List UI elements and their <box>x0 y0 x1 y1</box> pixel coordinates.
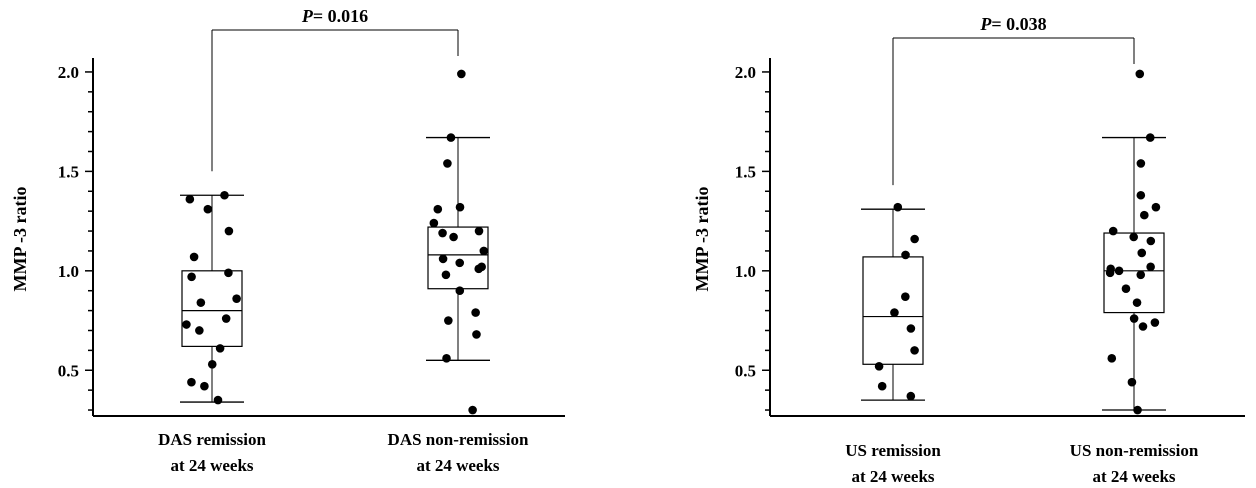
data-point <box>1145 133 1155 142</box>
y-tick-label: 1.0 <box>58 262 79 281</box>
data-point <box>449 232 458 242</box>
data-point <box>1136 190 1146 200</box>
data-point <box>443 159 452 168</box>
data-point <box>1133 405 1142 415</box>
data-point <box>1107 354 1117 363</box>
data-point <box>901 250 910 260</box>
data-point <box>1127 377 1137 387</box>
data-point <box>444 316 453 325</box>
data-point <box>910 346 919 355</box>
y-tick-label: 2.0 <box>58 63 79 82</box>
category-label-line1: DAS remission <box>158 430 266 449</box>
data-point <box>874 361 884 371</box>
p-symbol: P <box>301 6 314 26</box>
y-tick-label: 1.0 <box>735 262 756 281</box>
data-point <box>1129 232 1139 242</box>
data-point <box>185 194 195 204</box>
data-point <box>441 270 451 280</box>
data-point <box>195 326 204 335</box>
data-point <box>446 133 456 142</box>
category-label-line1: DAS non-remission <box>388 430 529 449</box>
data-point <box>220 190 229 200</box>
category-label-line1: US remission <box>845 441 941 460</box>
data-point <box>1136 270 1146 280</box>
data-point <box>221 314 231 323</box>
data-point <box>471 308 480 317</box>
y-tick-label: 0.5 <box>58 361 79 380</box>
data-point <box>213 395 223 405</box>
data-point <box>455 202 465 212</box>
y-tick-label: 0.5 <box>735 361 756 380</box>
data-point <box>474 226 484 236</box>
data-point <box>1136 159 1146 168</box>
data-point <box>1146 262 1155 272</box>
left-boxplot-panel: 0.5 1.0 1.5 2.0 MMP -3 ratio DAS remission at … <box>10 6 565 475</box>
data-point <box>906 324 916 333</box>
y-axis-label: MMP -3 ratio <box>692 187 712 292</box>
data-point <box>1132 298 1142 307</box>
data-point <box>1139 210 1149 220</box>
data-point <box>910 234 919 244</box>
data-point <box>1138 322 1148 331</box>
data-point <box>1146 236 1156 246</box>
data-point <box>429 218 439 228</box>
y-tick-label: 2.0 <box>735 63 756 82</box>
interquartile-box <box>427 226 489 290</box>
category-label-line2: at 24 weeks <box>416 456 499 475</box>
data-point <box>468 405 477 415</box>
data-point <box>1108 226 1118 236</box>
data-point <box>232 294 241 303</box>
data-point <box>189 252 199 262</box>
interquartile-box <box>181 270 243 347</box>
p-value-label: P= 0.038 <box>979 14 1046 34</box>
data-point <box>472 330 481 339</box>
data-point <box>901 292 910 301</box>
data-point <box>224 268 233 278</box>
data-point <box>893 202 903 212</box>
data-point <box>479 246 489 256</box>
y-tick-label: 1.5 <box>735 162 756 181</box>
right-boxplot-panel: 0.5 1.0 1.5 2.0 MMP -3 ratio US remission at 2… <box>692 14 1245 486</box>
data-point <box>438 228 447 238</box>
data-point <box>1105 268 1115 278</box>
data-point <box>1137 248 1147 258</box>
p-value: = 0.038 <box>991 14 1046 34</box>
category-label-line1: US non-remission <box>1070 441 1199 460</box>
p-value-label: P= 0.016 <box>301 6 368 26</box>
data-point <box>182 320 191 329</box>
data-point <box>890 308 899 317</box>
data-point <box>457 69 466 79</box>
data-point <box>1151 202 1161 212</box>
data-point <box>215 344 225 353</box>
data-point <box>200 381 209 391</box>
data-point <box>187 272 196 282</box>
category-label-line2: at 24 weeks <box>851 467 934 486</box>
data-point <box>433 204 443 214</box>
data-point <box>455 258 465 268</box>
data-point <box>1129 314 1139 323</box>
data-point <box>1150 318 1160 327</box>
data-point <box>1114 266 1124 276</box>
data-point <box>203 204 213 214</box>
data-point <box>906 391 916 401</box>
data-point <box>442 354 451 363</box>
data-point <box>438 254 448 264</box>
data-point <box>455 286 465 296</box>
data-point <box>1135 69 1145 79</box>
p-symbol: P <box>979 14 992 34</box>
y-axis-label: MMP -3 ratio <box>10 187 30 292</box>
category-label-line2: at 24 weeks <box>1092 467 1175 486</box>
data-point <box>187 377 196 387</box>
category-label-line2: at 24 weeks <box>170 456 253 475</box>
data-point <box>877 381 887 391</box>
data-point <box>207 359 217 369</box>
p-value: = 0.016 <box>313 6 368 26</box>
data-point <box>474 264 484 274</box>
data-point <box>1121 284 1131 294</box>
data-point <box>196 298 206 307</box>
y-tick-label: 1.5 <box>58 162 79 181</box>
data-point <box>224 226 234 236</box>
